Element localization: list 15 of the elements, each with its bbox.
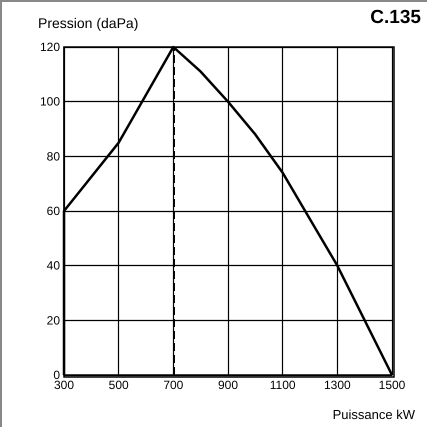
y-tick-label: 120 bbox=[40, 40, 60, 54]
x-tick-label: 1500 bbox=[378, 378, 406, 392]
y-tick-label: 20 bbox=[46, 313, 60, 328]
x-tick-label: 700 bbox=[163, 378, 184, 392]
chart-title: C.135 bbox=[370, 7, 422, 28]
y-tick-label: 60 bbox=[46, 204, 60, 218]
y-tick-label: 40 bbox=[46, 258, 60, 273]
x-tick-label: 1300 bbox=[324, 378, 352, 392]
y-tick-label: 80 bbox=[46, 149, 60, 164]
x-tick-label: 900 bbox=[218, 378, 238, 392]
x-axis-title: Puissance kW bbox=[332, 407, 416, 422]
x-tick-label: 500 bbox=[108, 378, 129, 392]
y-axis-title: Pression (daPa) bbox=[38, 15, 138, 31]
x-tick-label: 1100 bbox=[270, 378, 296, 392]
y-tick-label: 100 bbox=[40, 94, 60, 109]
